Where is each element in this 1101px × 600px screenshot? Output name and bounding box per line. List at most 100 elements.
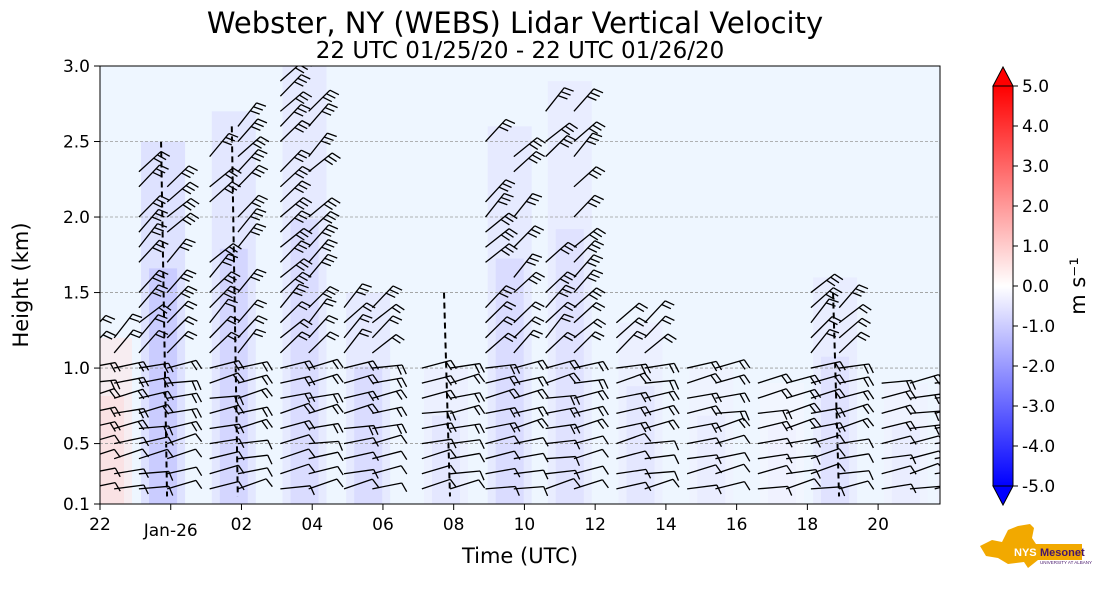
wind-barb bbox=[166, 212, 200, 233]
colorbar-label: m s⁻¹ bbox=[1066, 257, 1090, 315]
wind-barb bbox=[421, 375, 457, 386]
wind-barb bbox=[785, 402, 822, 414]
wind-barb bbox=[343, 328, 372, 354]
wind-barb bbox=[138, 314, 168, 339]
echo-column bbox=[618, 322, 663, 504]
wind-barb bbox=[279, 149, 311, 173]
wind-barb bbox=[909, 424, 940, 435]
wind-barb bbox=[715, 392, 751, 404]
wind-barb bbox=[166, 269, 197, 293]
wind-barb bbox=[343, 451, 380, 461]
wind-barb bbox=[280, 463, 316, 475]
wind-barb bbox=[485, 212, 518, 233]
wind-barb bbox=[573, 389, 609, 401]
wind-barb bbox=[715, 451, 751, 462]
x-tick-label: 14 bbox=[655, 515, 677, 535]
wind-barb bbox=[237, 406, 273, 418]
wind-barb bbox=[371, 303, 405, 324]
wind-barb bbox=[839, 438, 874, 449]
wind-barb bbox=[421, 464, 457, 475]
wind-barb bbox=[616, 432, 652, 445]
wind-barb bbox=[372, 406, 408, 418]
wind-barb bbox=[644, 470, 680, 481]
wind-barb bbox=[114, 407, 149, 419]
wind-barb bbox=[909, 485, 940, 490]
wind-barb bbox=[308, 197, 341, 218]
wind-barb bbox=[573, 121, 606, 143]
wind-barb bbox=[372, 450, 408, 460]
wind-barb bbox=[963, 374, 997, 384]
plot-frame bbox=[99, 65, 941, 505]
wind-barb bbox=[279, 331, 312, 354]
wind-barb bbox=[757, 409, 793, 420]
wind-barb bbox=[167, 392, 203, 404]
x-axis-ticks: 22 Jan-26 02 04 06 08 10 12 14 16 18 20 bbox=[89, 504, 889, 541]
wind-barb bbox=[167, 420, 203, 432]
wind-barb bbox=[573, 132, 603, 158]
wind-barb bbox=[343, 302, 376, 324]
wind-barb bbox=[209, 132, 239, 158]
y-tick-label: 2.0 bbox=[63, 208, 90, 228]
wind-barb bbox=[100, 314, 116, 324]
wind-barb bbox=[237, 208, 267, 233]
wind-barb bbox=[138, 223, 168, 248]
wind-barb bbox=[616, 372, 652, 384]
wind-barb bbox=[838, 417, 875, 430]
colorbar-tick-label: 3.0 bbox=[1022, 157, 1049, 177]
wind-barb bbox=[279, 91, 313, 112]
svg-text:UNIVERSITY AT ALBANY: UNIVERSITY AT ALBANY bbox=[1040, 560, 1092, 565]
wind-barb bbox=[485, 179, 516, 203]
wind-barb bbox=[513, 316, 545, 339]
wind-barb bbox=[343, 403, 380, 414]
wind-barb bbox=[308, 103, 338, 127]
wind-barb bbox=[166, 433, 203, 445]
wind-barb bbox=[237, 467, 273, 477]
wind-barb bbox=[757, 420, 793, 432]
wind-barb bbox=[513, 469, 549, 480]
wind-barb bbox=[237, 223, 267, 248]
svg-text:NYS: NYS bbox=[1014, 547, 1037, 559]
colorbar-tick-label: 1.0 bbox=[1022, 237, 1049, 257]
wind-barb bbox=[881, 454, 917, 465]
wind-barb bbox=[838, 303, 872, 324]
wind-barb bbox=[166, 316, 198, 339]
echo-core bbox=[149, 268, 178, 504]
wind-barb bbox=[573, 418, 609, 430]
wind-barb bbox=[100, 379, 121, 390]
wind-barb bbox=[485, 363, 521, 375]
colorbar-ticks: 5.0 4.0 3.0 2.0 1.0 0.0 -1.0 -2.0 -3.0 -4.0 -5.0 bbox=[1013, 77, 1055, 497]
wind-barb bbox=[209, 167, 242, 188]
wind-barb bbox=[138, 436, 174, 446]
wind-barb bbox=[785, 478, 822, 490]
wind-barb bbox=[615, 302, 649, 324]
wind-barb bbox=[167, 359, 203, 371]
y-axis-label: Height (km) bbox=[9, 222, 33, 347]
wind-barb bbox=[450, 362, 485, 374]
x-tick-label: 04 bbox=[301, 515, 323, 535]
wind-barb bbox=[209, 243, 242, 263]
echo-core bbox=[626, 386, 655, 504]
wind-barb bbox=[715, 359, 751, 370]
wind-barb bbox=[909, 462, 940, 475]
x-tick-label: 08 bbox=[443, 515, 465, 535]
wind-barb bbox=[545, 135, 577, 158]
wind-barb bbox=[644, 315, 675, 339]
wind-barb bbox=[114, 484, 149, 495]
wind-barb bbox=[513, 192, 543, 218]
nys-mesonet-logo: NYS Mesonet UNIVERSITY AT ALBANY bbox=[980, 524, 1092, 568]
wind-barb bbox=[343, 390, 380, 402]
wind-barb bbox=[785, 388, 822, 400]
wind-barb bbox=[545, 313, 574, 339]
wind-barb bbox=[237, 136, 270, 158]
wind-barb bbox=[963, 396, 997, 406]
wind-barb bbox=[237, 102, 267, 127]
wind-barb bbox=[485, 316, 517, 339]
wind-barb bbox=[644, 300, 675, 324]
wind-barb bbox=[839, 470, 874, 481]
wind-barb bbox=[371, 285, 403, 309]
colorbar-tick-label: 4.0 bbox=[1022, 117, 1049, 137]
wind-barb bbox=[810, 388, 846, 399]
wind-barb bbox=[881, 465, 917, 475]
wind-barb bbox=[371, 334, 405, 354]
wind-barb bbox=[757, 388, 793, 399]
